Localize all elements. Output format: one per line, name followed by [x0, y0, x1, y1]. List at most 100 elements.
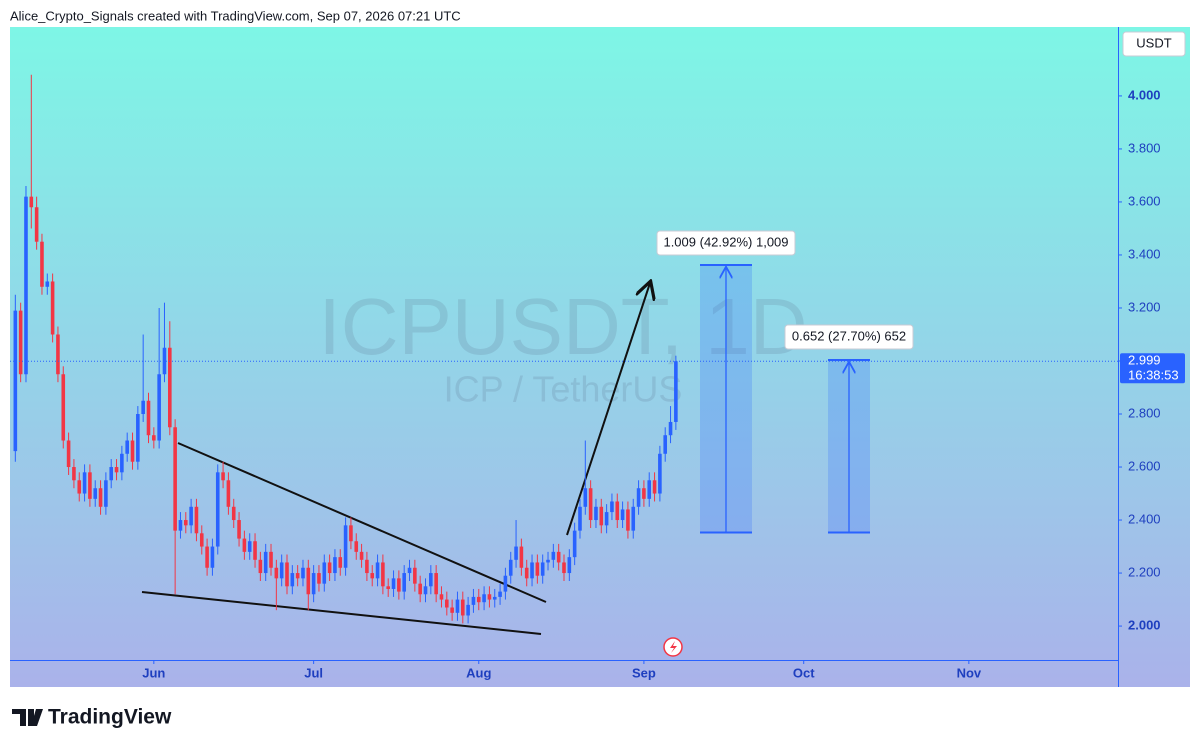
- candle: [610, 493, 614, 521]
- candle-body: [460, 599, 465, 616]
- candle: [514, 520, 518, 568]
- candle-body: [98, 488, 103, 507]
- y-tick-label: 3.200: [1128, 299, 1161, 314]
- candle: [535, 554, 540, 584]
- candle: [162, 302, 167, 383]
- candle: [194, 498, 199, 542]
- candle: [263, 543, 268, 582]
- candle: [50, 273, 55, 343]
- candle-body: [487, 594, 492, 600]
- candle-body: [610, 501, 614, 513]
- candle: [130, 432, 135, 470]
- candle-body: [391, 578, 396, 589]
- candle-body: [492, 596, 497, 600]
- candle: [626, 501, 630, 539]
- candle: [125, 432, 129, 462]
- candle-body: [445, 599, 449, 608]
- candle: [279, 554, 284, 587]
- candle-body: [77, 480, 82, 494]
- candle: [498, 583, 502, 605]
- candle-body: [40, 241, 44, 287]
- candle-body: [519, 546, 524, 568]
- candle-body: [263, 551, 268, 574]
- candle-body: [498, 591, 502, 597]
- watermark-subtitle: ICP / TetherUS: [444, 369, 683, 410]
- candle-body: [285, 562, 289, 587]
- candle: [114, 459, 119, 481]
- candle: [327, 554, 332, 582]
- logo: TradingView: [12, 706, 172, 729]
- y-tick-label: 3.600: [1128, 193, 1161, 208]
- candle-body: [551, 551, 556, 560]
- arrow: [566, 283, 650, 536]
- candle-body: [93, 488, 98, 499]
- candle-body: [130, 440, 135, 462]
- x-tick-label: Nov: [957, 665, 982, 680]
- candle-body: [13, 310, 18, 452]
- candle: [658, 445, 662, 502]
- candle: [418, 575, 422, 603]
- candle: [588, 480, 593, 528]
- candle: [199, 525, 204, 555]
- countdown: 16:38:53: [1128, 368, 1179, 383]
- candle: [72, 459, 76, 489]
- candle-body: [205, 546, 209, 568]
- candle-body: [439, 594, 444, 600]
- candle: [274, 559, 279, 611]
- candle: [295, 565, 300, 587]
- y-tick-label: 2.000: [1128, 618, 1161, 633]
- candle-body: [631, 506, 636, 531]
- candle-body: [109, 467, 114, 481]
- candle-body: [434, 573, 438, 595]
- candle: [29, 74, 34, 229]
- candle-body: [359, 551, 364, 560]
- candle-body: [311, 573, 316, 595]
- candle: [120, 445, 124, 481]
- candle-body: [418, 583, 422, 595]
- candle: [391, 570, 396, 597]
- candle-body: [658, 453, 662, 494]
- candle-body: [583, 488, 588, 507]
- candle: [445, 591, 449, 616]
- candle: [487, 586, 492, 608]
- currency-box[interactable]: [1122, 31, 1186, 57]
- candle: [359, 543, 364, 568]
- candle-body: [354, 541, 359, 552]
- candle-body: [508, 559, 513, 576]
- candle-body: [301, 567, 305, 579]
- candle-body: [152, 435, 156, 441]
- plot: 2.0002.2002.4002.6002.8003.0003.2003.400…: [10, 74, 1185, 680]
- candle: [242, 530, 247, 560]
- candle: [333, 549, 337, 582]
- candle: [413, 559, 417, 592]
- candle: [104, 472, 108, 515]
- candle-body: [290, 573, 295, 587]
- candle: [620, 501, 625, 528]
- candle: [519, 538, 524, 576]
- candle: [546, 551, 550, 571]
- candle-body: [338, 557, 343, 568]
- candle: [183, 512, 188, 534]
- candle: [221, 461, 225, 489]
- candle-body: [317, 573, 321, 584]
- candle: [258, 551, 263, 582]
- candle-body: [269, 551, 273, 568]
- candle: [77, 472, 82, 502]
- candle-body: [56, 334, 60, 375]
- candle: [189, 498, 193, 534]
- candle: [551, 543, 556, 568]
- candle: [157, 307, 161, 449]
- candle-body: [626, 509, 630, 531]
- y-tick-label: 2.200: [1128, 564, 1161, 579]
- candle-body: [183, 520, 188, 526]
- candle: [370, 565, 375, 587]
- candle: [269, 543, 273, 576]
- candle: [460, 591, 465, 624]
- candle-body: [173, 427, 177, 531]
- candle: [540, 554, 545, 584]
- candle-body: [61, 374, 66, 441]
- candle: [311, 565, 316, 603]
- candle-body: [66, 440, 71, 468]
- candle-body: [242, 538, 247, 552]
